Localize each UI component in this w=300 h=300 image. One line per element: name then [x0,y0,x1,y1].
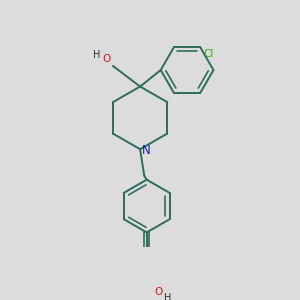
Text: N: N [142,144,151,157]
Text: H: H [93,50,100,60]
Text: H: H [164,293,172,300]
Text: Cl: Cl [203,49,214,59]
Text: O: O [154,287,162,297]
Text: O: O [102,54,110,64]
